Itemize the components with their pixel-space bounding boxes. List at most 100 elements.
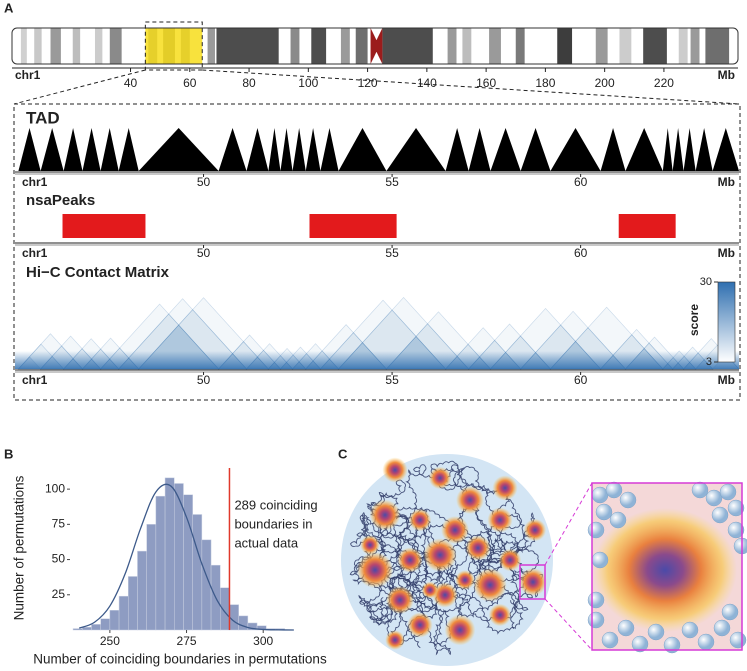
peak <box>618 214 676 238</box>
condensate <box>428 466 452 490</box>
peak <box>309 214 397 238</box>
x-tick-label: 200 <box>595 76 615 90</box>
density-curve <box>78 483 294 631</box>
tad <box>625 128 663 171</box>
condensate <box>385 630 405 650</box>
tad <box>40 128 64 171</box>
annotation: 289 coinciding <box>234 497 317 512</box>
molecule <box>631 635 649 653</box>
unit-label: Mb <box>718 175 735 189</box>
tad <box>712 128 739 171</box>
histogram-bar <box>109 610 120 631</box>
molecule <box>605 481 623 499</box>
zoom-line <box>13 69 146 105</box>
y-axis-title: Number of permutations <box>12 475 27 620</box>
histogram-bar <box>137 550 147 631</box>
molecule <box>609 511 627 529</box>
chromatin-fiber <box>354 534 529 618</box>
histogram-bar <box>146 524 157 631</box>
tad <box>320 128 339 171</box>
tad <box>305 128 321 171</box>
chromatin <box>349 457 547 656</box>
band <box>72 28 81 64</box>
histogram-bar <box>155 495 166 631</box>
molecule <box>729 631 747 649</box>
unit-label: Mb <box>718 246 735 260</box>
band <box>290 28 300 64</box>
histogram-bar <box>118 595 129 631</box>
tad <box>280 128 293 171</box>
tad <box>445 128 469 171</box>
x-tick-label: 60 <box>183 76 197 90</box>
histogram-bar <box>82 626 92 631</box>
molecule <box>601 631 619 649</box>
band <box>678 28 688 64</box>
condensate <box>456 486 484 514</box>
condensate <box>382 457 408 483</box>
annotation: boundaries in <box>234 516 312 531</box>
y-tick-label: 50 <box>52 552 66 566</box>
x-tick-label: 300 <box>253 634 273 648</box>
chromosome-label: chr1 <box>22 175 48 189</box>
track-title: Hi−C Contact Matrix <box>26 264 170 281</box>
band <box>20 28 27 64</box>
ideogram-outline <box>11 27 739 65</box>
tad <box>246 128 269 171</box>
tad <box>268 128 281 171</box>
x-tick-label: 55 <box>385 246 399 260</box>
x-tick-label: 160 <box>476 76 496 90</box>
molecule <box>587 591 605 609</box>
track-title: TAD <box>26 108 60 127</box>
condensate <box>487 507 513 533</box>
tad <box>520 128 551 171</box>
condensate <box>465 535 491 561</box>
x-tick-label: 120 <box>358 76 378 90</box>
condensate <box>519 568 547 596</box>
x-tick-label: 40 <box>124 76 138 90</box>
chromosome-label: chr1 <box>15 68 41 82</box>
molecule <box>591 551 609 569</box>
peak <box>62 214 146 238</box>
molecule <box>727 499 745 517</box>
band <box>109 28 122 64</box>
y-tick-label: 25 <box>52 587 66 601</box>
x-tick-label: 60 <box>574 246 588 260</box>
tad <box>600 128 626 171</box>
tad <box>672 128 684 171</box>
x-tick-label: 250 <box>100 634 120 648</box>
band <box>447 28 457 64</box>
condensate <box>421 581 439 599</box>
band <box>50 28 61 64</box>
panel-c <box>341 454 747 666</box>
tad <box>490 128 521 171</box>
band <box>643 28 667 64</box>
x-tick-label: 220 <box>654 76 674 90</box>
tad <box>550 128 601 171</box>
x-tick-label: 50 <box>197 373 211 387</box>
molecule <box>595 503 613 521</box>
band <box>94 28 103 64</box>
hic-diagonal <box>15 351 739 369</box>
zoom-line <box>544 598 593 651</box>
x-tick-label: 60 <box>574 175 588 189</box>
histogram-bar <box>91 624 101 631</box>
molecule <box>713 619 731 637</box>
band <box>311 28 327 64</box>
band <box>462 28 472 64</box>
histogram-bar <box>72 628 83 631</box>
panel-b: 289 coinciding boundaries in actual data 25… <box>12 468 327 667</box>
molecule <box>681 621 699 639</box>
highlight-box <box>144 21 203 71</box>
centromere-gap <box>370 27 383 40</box>
colorbar-label: 30 <box>700 276 712 288</box>
condensate <box>408 508 432 532</box>
condensate <box>432 582 458 608</box>
track-title: nsaPeaks <box>26 192 95 209</box>
band <box>216 28 279 64</box>
tad <box>292 128 306 171</box>
tad <box>82 128 101 171</box>
condensate <box>444 614 476 646</box>
tad <box>338 128 387 171</box>
tad <box>662 128 673 171</box>
